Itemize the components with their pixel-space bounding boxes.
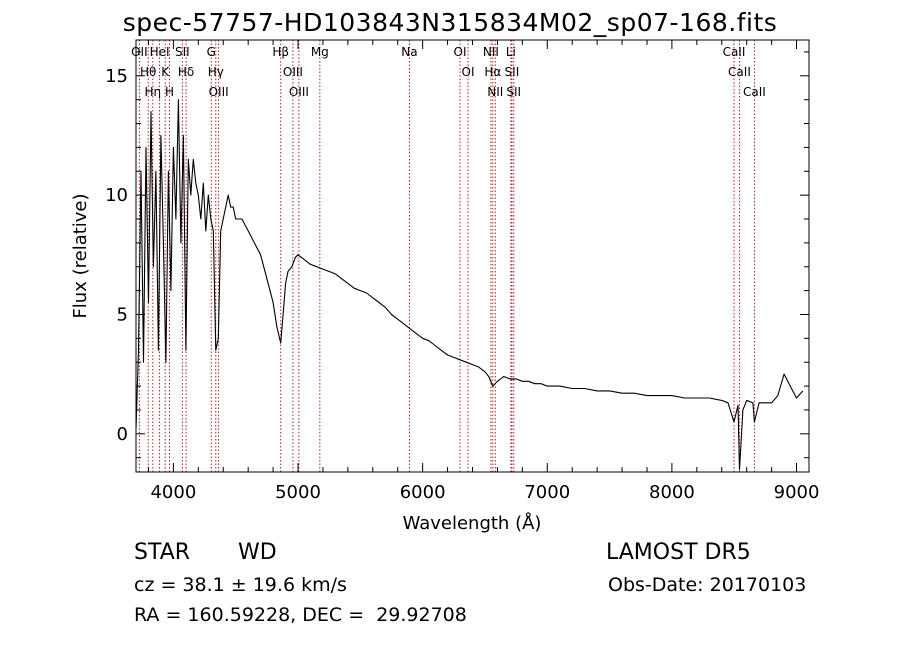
line-label: Hδ: [178, 65, 194, 79]
line-label: G: [207, 45, 216, 59]
line-label: NII: [483, 45, 499, 59]
obs-date: Obs-Date: 20170103: [608, 574, 807, 596]
redshift-cz: cz = 38.1 ± 19.6 km/s: [134, 574, 347, 596]
line-label: NII: [487, 85, 503, 99]
line-label: CaII: [723, 45, 746, 59]
line-label: OIII: [209, 85, 229, 99]
line-label: H: [165, 85, 174, 99]
line-label: OIII: [289, 85, 309, 99]
line-label: OII: [131, 45, 148, 59]
x-tick-label: 8000: [649, 482, 695, 503]
object-class: STAR: [134, 540, 191, 565]
x-tick-label: 6000: [400, 482, 446, 503]
line-label: SII: [506, 85, 521, 99]
x-tick-label: 4000: [150, 482, 196, 503]
line-label: SII: [175, 45, 190, 59]
x-tick-label: 9000: [774, 482, 820, 503]
x-tick-label: 7000: [524, 482, 570, 503]
x-axis-title: Wavelength (Å): [403, 512, 542, 534]
line-label: OIII: [283, 65, 303, 79]
line-label: Hη: [145, 85, 162, 99]
line-label: OI: [462, 65, 475, 79]
line-label: HeI: [150, 45, 170, 59]
spectrum-line: [135, 99, 804, 471]
line-label: K: [161, 65, 170, 79]
line-label: Hβ: [272, 45, 289, 59]
y-tick-label: 15: [105, 66, 128, 87]
line-label: Hα: [484, 65, 501, 79]
line-label: CaII: [743, 85, 766, 99]
plot-frame: [135, 39, 810, 473]
line-label: Na: [401, 45, 417, 59]
survey-label: LAMOST DR5: [606, 540, 751, 565]
line-label: CaII: [728, 65, 751, 79]
y-tick-label: 10: [105, 185, 128, 206]
y-axis-title: Flux (relative): [70, 193, 91, 318]
object-subclass: WD: [238, 540, 277, 565]
y-tick-label: 0: [117, 424, 128, 445]
chart-title: spec-57757-HD103843N315834M02_sp07-168.f…: [122, 8, 778, 37]
line-labels: OII Hθ Hη HeI KH SII Hδ G Hγ OIII Hβ OIII OIII Mg Na OI…: [131, 45, 766, 99]
ra-dec: RA = 160.59228, DEC = 29.92708: [134, 604, 467, 626]
line-label: Mg: [311, 45, 329, 59]
line-label: Hγ: [208, 65, 224, 79]
y-tick-label: 5: [117, 304, 128, 325]
spectrum-series: [135, 99, 804, 471]
line-label: Li: [506, 45, 516, 59]
line-label: SII: [505, 65, 520, 79]
x-tick-label: 5000: [275, 482, 321, 503]
line-label: Hθ: [140, 65, 156, 79]
axis-ticks: 4000 5000 6000 7000 8000 9000 0 5 10 15: [105, 40, 819, 503]
line-markers: [138, 40, 755, 472]
line-label: OI: [454, 45, 467, 59]
